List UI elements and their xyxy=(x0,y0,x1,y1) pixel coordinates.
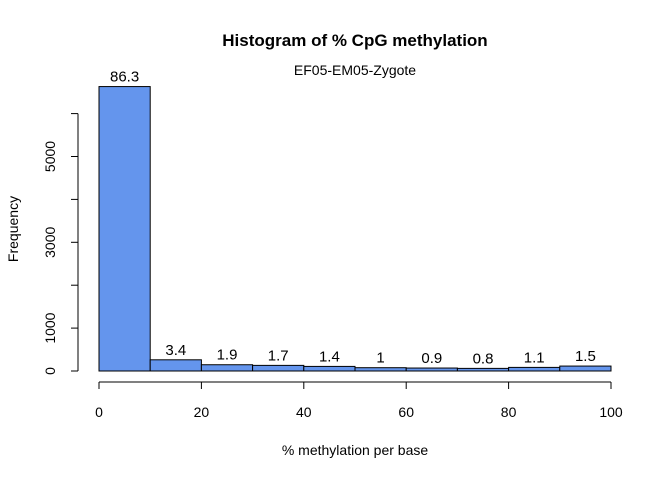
x-tick-label: 80 xyxy=(501,404,517,420)
histogram-bar xyxy=(252,364,305,372)
bar-data-label: 1.7 xyxy=(268,347,289,364)
bar-data-label: 1 xyxy=(376,350,384,367)
bar-data-label: 86.3 xyxy=(110,69,139,86)
bar-data-label: 1.4 xyxy=(319,348,340,365)
x-tick-label: 60 xyxy=(398,404,414,420)
histogram-bar xyxy=(149,359,202,372)
x-tick-label: 0 xyxy=(95,404,103,420)
bar-data-label: 3.4 xyxy=(165,342,186,359)
histogram-bar xyxy=(303,365,356,372)
x-axis-label: % methylation per base xyxy=(282,442,429,458)
x-axis: 0 20 40 60 80 100 xyxy=(95,381,623,420)
y-tick-label: 1000 xyxy=(42,312,58,343)
bar-data-label: 1.5 xyxy=(575,348,596,365)
chart-subtitle: EF05-EM05-Zygote xyxy=(294,62,416,78)
bar-labels-group: 86.3 3.4 1.9 1.7 1.4 1 0.9 0.8 1.1 1.5 xyxy=(110,69,596,368)
histogram-bar xyxy=(354,367,407,372)
bar-data-label: 1.1 xyxy=(524,349,545,366)
bar-data-label: 0.9 xyxy=(421,350,442,367)
y-axis-label: Frequency xyxy=(5,196,21,262)
bar-data-label: 0.8 xyxy=(473,350,494,367)
histogram-bar xyxy=(559,365,612,372)
histogram-bar xyxy=(456,367,510,372)
histogram-bar xyxy=(405,367,458,372)
y-tick-label: 3000 xyxy=(42,227,58,258)
x-tick-label: 100 xyxy=(599,404,623,420)
chart-title: Histogram of % CpG methylation xyxy=(222,31,487,50)
bars-group xyxy=(98,86,612,372)
histogram-bar xyxy=(98,86,151,372)
x-tick-label: 20 xyxy=(194,404,210,420)
y-tick-label: 0 xyxy=(42,367,58,375)
histogram-bar xyxy=(508,366,561,372)
bar-data-label: 1.9 xyxy=(217,347,238,364)
y-axis: 0 1000 3000 5000 xyxy=(42,113,79,375)
histogram-bar xyxy=(200,364,254,372)
x-tick-label: 40 xyxy=(296,404,312,420)
y-tick-label: 5000 xyxy=(42,141,58,172)
